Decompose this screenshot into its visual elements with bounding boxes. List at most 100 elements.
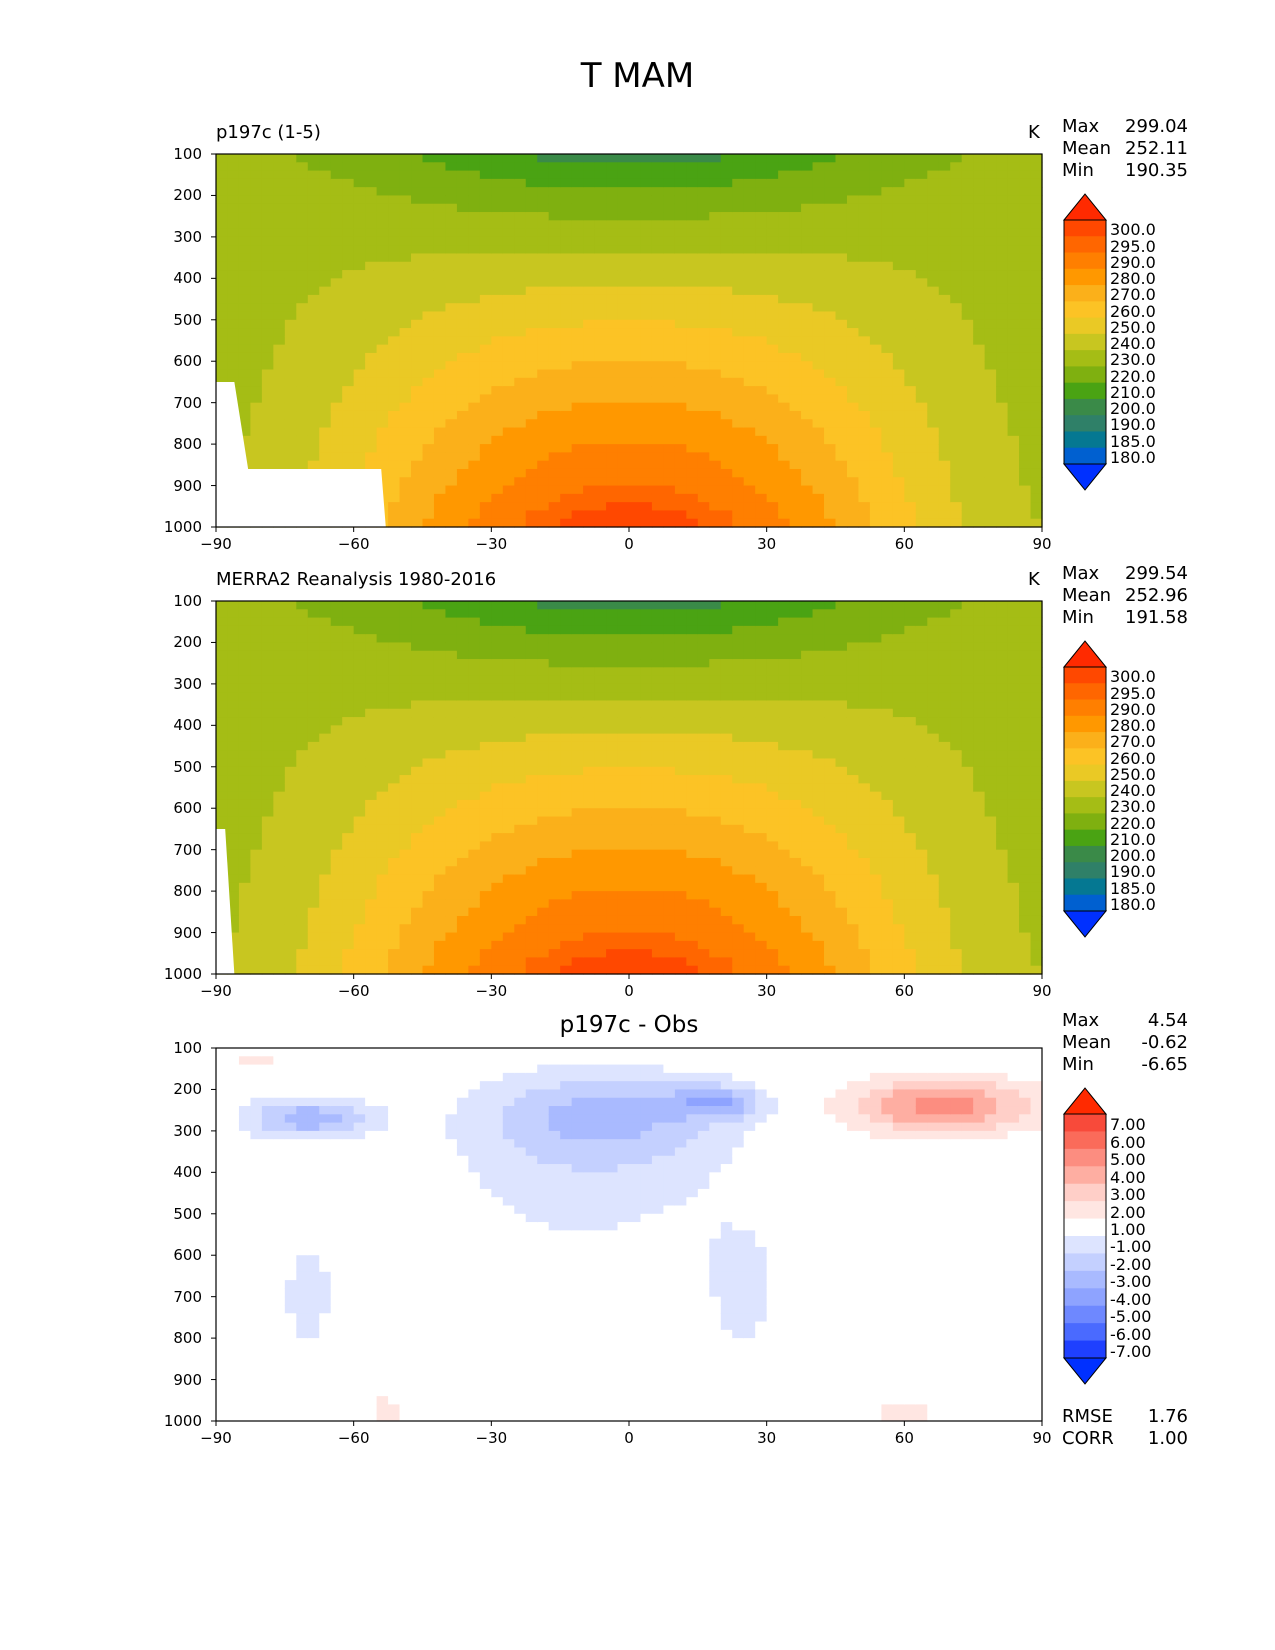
field-cell xyxy=(915,477,928,487)
colorbar-bin xyxy=(1064,333,1106,351)
field-cell xyxy=(732,187,745,197)
field-cell xyxy=(250,907,263,917)
field-cell xyxy=(491,386,504,395)
field-cell xyxy=(319,435,332,445)
field-cell xyxy=(594,212,607,221)
field-cell xyxy=(284,965,297,975)
field-cell xyxy=(617,361,630,371)
field-cell xyxy=(812,427,825,437)
field-cell xyxy=(869,154,882,163)
field-cell xyxy=(583,667,596,677)
field-cell xyxy=(869,170,882,180)
field-cell xyxy=(560,857,573,867)
field-cell xyxy=(606,617,619,627)
field-cell xyxy=(973,452,986,462)
field-cell xyxy=(606,799,619,809)
field-cell xyxy=(571,236,584,246)
field-cell xyxy=(261,228,274,238)
field-cell xyxy=(571,187,584,197)
field-cell xyxy=(651,352,665,362)
field-cell xyxy=(801,402,814,412)
field-cell xyxy=(984,220,997,230)
field-cell xyxy=(433,518,447,528)
field-cell xyxy=(433,700,447,710)
field-cell xyxy=(548,791,561,801)
field-cell xyxy=(755,518,768,528)
field-cell xyxy=(560,642,573,652)
field-cell xyxy=(227,609,240,619)
field-cell xyxy=(514,203,527,213)
field-cell xyxy=(548,253,561,263)
field-cell xyxy=(709,261,722,271)
field-cell xyxy=(846,452,860,462)
field-cell xyxy=(904,444,917,453)
field-cell xyxy=(261,642,274,652)
field-cell xyxy=(388,758,401,768)
field-cell xyxy=(571,253,584,263)
field-cell xyxy=(846,195,860,205)
field-cell xyxy=(778,493,791,503)
field-cell xyxy=(766,468,779,478)
field-cell xyxy=(238,915,252,925)
field-cell xyxy=(330,650,343,660)
field-cell xyxy=(284,849,297,859)
field-cell xyxy=(342,882,355,892)
field-cell xyxy=(560,766,573,776)
field-cell xyxy=(606,278,619,288)
field-cell xyxy=(1019,493,1032,503)
field-cell xyxy=(766,502,779,512)
field-cell xyxy=(835,170,848,180)
field-cell xyxy=(651,460,665,470)
field-cell xyxy=(238,617,252,627)
field-cell xyxy=(686,286,699,296)
field-cell xyxy=(583,741,596,751)
field-cell xyxy=(250,816,263,826)
field-cell xyxy=(491,965,504,975)
field-cell xyxy=(388,377,401,387)
field-cell xyxy=(869,460,882,470)
field-cell xyxy=(720,485,733,495)
field-cell xyxy=(594,915,607,925)
field-cell xyxy=(560,352,573,362)
field-cell xyxy=(261,236,274,246)
field-cell xyxy=(422,402,435,412)
field-cell xyxy=(502,700,515,710)
field-cell xyxy=(583,427,596,437)
field-cell xyxy=(502,725,515,735)
field-cell xyxy=(227,692,240,702)
field-cell xyxy=(399,824,412,834)
field-cell xyxy=(869,253,882,263)
field-cell xyxy=(938,419,951,429)
field-cell xyxy=(789,212,802,221)
field-cell xyxy=(801,394,814,404)
field-cell xyxy=(617,427,630,437)
field-cell xyxy=(342,733,355,743)
field-cell xyxy=(674,468,687,478)
field-cell xyxy=(353,361,366,371)
field-cell xyxy=(376,220,389,230)
field-cell xyxy=(824,361,837,371)
field-cell xyxy=(594,882,607,892)
field-cell xyxy=(284,957,297,967)
field-cell xyxy=(560,344,573,354)
field-cell xyxy=(525,659,538,668)
field-cell xyxy=(1007,261,1020,271)
field-cell xyxy=(892,170,905,180)
field-cell xyxy=(743,220,756,230)
field-cell xyxy=(606,203,619,213)
field-cell xyxy=(330,178,343,188)
field-cell xyxy=(365,667,378,677)
field-cell xyxy=(835,253,848,263)
field-cell xyxy=(606,170,619,180)
field-cell xyxy=(904,294,917,304)
field-cell xyxy=(422,187,435,197)
field-cell xyxy=(330,154,343,163)
field-cell xyxy=(399,344,412,354)
field-cell xyxy=(491,510,504,520)
field-cell xyxy=(376,642,389,652)
surface-mask xyxy=(216,381,386,527)
field-cell xyxy=(766,386,779,395)
field-cell xyxy=(697,245,710,255)
field-cell xyxy=(961,352,974,362)
field-cell xyxy=(422,907,435,917)
